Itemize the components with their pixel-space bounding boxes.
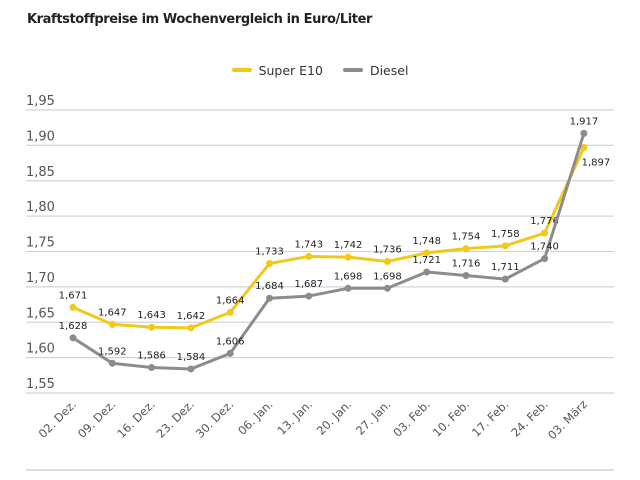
y-tick-label: 1,70 <box>26 271 55 286</box>
data-label: 1,733 <box>255 247 284 258</box>
x-tick-label: 17. Feb. <box>469 397 511 439</box>
data-label: 1,743 <box>294 239 323 250</box>
data-point <box>501 275 509 283</box>
data-label: 1,748 <box>412 236 441 247</box>
y-tick-label: 1,55 <box>26 377 55 392</box>
series-line-diesel <box>72 132 586 371</box>
data-label: 1,592 <box>98 346 127 357</box>
data-point <box>423 249 431 257</box>
x-tick-label: 06. Jan. <box>235 397 276 438</box>
series-line-super-e10 <box>72 146 586 330</box>
data-label: 1,586 <box>137 351 166 362</box>
data-label: 1,664 <box>216 295 245 306</box>
data-label: 1,711 <box>491 262 520 273</box>
data-point <box>344 284 352 292</box>
data-point <box>69 303 77 311</box>
data-label: 1,716 <box>452 259 481 270</box>
x-tick-label: 13. Jan. <box>274 397 315 438</box>
data-point <box>462 272 470 280</box>
data-label: 1,721 <box>412 255 441 266</box>
legend-swatch <box>231 68 252 72</box>
data-point <box>383 284 391 292</box>
data-label: 1,628 <box>59 321 88 332</box>
y-tick-label: 1,95 <box>26 94 55 109</box>
data-label: 1,687 <box>294 279 323 290</box>
x-tick-label: 20. Jan. <box>314 397 355 438</box>
y-tick-label: 1,80 <box>26 200 55 215</box>
x-tick-label: 23. Dez. <box>153 397 197 441</box>
y-tick-label: 1,65 <box>26 306 55 321</box>
x-tick-label: 10. Feb. <box>430 397 472 439</box>
data-point <box>148 364 156 372</box>
data-label: 1,606 <box>216 336 245 347</box>
data-label: 1,671 <box>59 290 88 301</box>
x-tick-label: 02. Dez. <box>36 397 80 441</box>
data-point <box>501 242 509 250</box>
legend: Super E10 Diesel <box>0 60 640 78</box>
data-label: 1,776 <box>530 216 559 227</box>
data-point <box>226 349 234 357</box>
legend-label: Diesel <box>369 62 409 78</box>
data-point <box>266 260 273 268</box>
data-point <box>305 252 313 260</box>
data-point <box>580 143 588 151</box>
data-label: 1,584 <box>177 352 206 363</box>
data-point <box>462 245 470 253</box>
legend-item-super-e10[interactable]: Super E10 <box>231 62 323 78</box>
data-point <box>541 255 549 263</box>
data-point <box>108 359 116 367</box>
data-label: 1,642 <box>177 311 206 322</box>
chart-title: Kraftstoffpreise im Wochenvergleich in E… <box>27 12 373 27</box>
data-label: 1,736 <box>373 244 402 255</box>
x-tick-label: 03. März <box>545 397 590 442</box>
data-point <box>108 320 116 328</box>
data-label: 1,684 <box>255 281 284 292</box>
y-tick-label: 1,90 <box>26 129 55 144</box>
data-label: 1,698 <box>373 271 402 282</box>
data-label: 1,742 <box>334 240 363 251</box>
data-label: 1,698 <box>334 271 363 282</box>
x-tick-label: 03. Feb. <box>390 397 432 439</box>
y-tick-label: 1,85 <box>26 165 55 180</box>
data-point <box>305 292 313 300</box>
data-point <box>226 308 234 316</box>
data-point <box>423 268 431 276</box>
x-tick-label: 09. Dez. <box>75 397 119 441</box>
x-tick-label: 24. Feb. <box>508 397 550 439</box>
data-label: 1,917 <box>570 116 599 127</box>
y-tick-label: 1,60 <box>26 342 55 357</box>
data-point <box>383 257 391 265</box>
data-point <box>266 294 273 302</box>
x-tick-label: 16. Dez. <box>114 397 158 441</box>
data-label: 1,897 <box>582 157 611 168</box>
data-label: 1,647 <box>98 307 127 318</box>
legend-swatch <box>342 68 363 72</box>
data-label: 1,643 <box>137 310 166 321</box>
data-point <box>148 323 156 331</box>
data-point <box>187 324 195 332</box>
data-point <box>580 129 588 137</box>
y-tick-label: 1,75 <box>26 236 55 251</box>
x-tick-label: 30. Dez. <box>193 397 237 441</box>
data-label: 1,754 <box>452 232 481 243</box>
data-point <box>541 229 549 237</box>
data-label: 1,740 <box>530 242 559 253</box>
data-point <box>69 334 77 342</box>
x-tick-label: 27. Jan. <box>353 397 394 438</box>
legend-item-diesel[interactable]: Diesel <box>342 62 409 78</box>
legend-label: Super E10 <box>258 62 323 78</box>
data-label: 1,758 <box>491 229 520 240</box>
data-point <box>344 253 352 261</box>
data-point <box>187 365 195 373</box>
